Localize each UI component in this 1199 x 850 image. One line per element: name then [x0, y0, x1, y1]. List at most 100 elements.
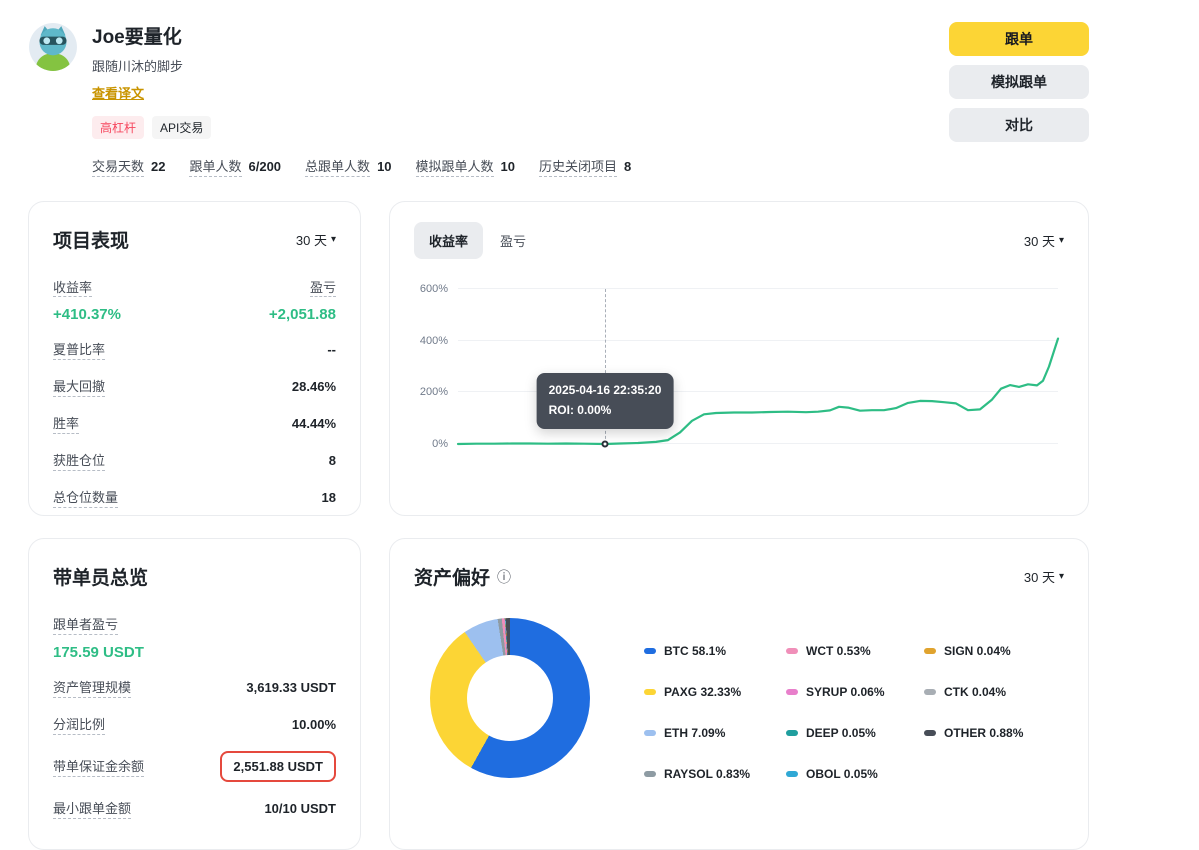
legend-label-ctk: CTK 0.04%	[944, 685, 1007, 699]
stat-value: 8	[624, 159, 632, 174]
performance-row: 胜率 44.44%	[53, 413, 336, 434]
follower-pnl-block: 跟单者盈亏 175.59 USDT	[53, 614, 336, 661]
header-stat: 总跟单人数 10	[305, 156, 392, 177]
profile-header: Joe要量化 跟随川沐的脚步 查看译文 高杠杆 API交易 交易天数 22 跟单人数 6…	[28, 22, 1089, 177]
legend-item-btc: BTC 58.1%	[644, 644, 786, 658]
legend-item-obol: OBOL 0.05%	[786, 767, 924, 781]
assets-card: 资产偏好 ⓘ 30 天 ▾ BTC 58.1% PAXG 32.33% ETH 7.…	[389, 538, 1089, 850]
assets-card-head: 资产偏好 ⓘ 30 天 ▾	[414, 563, 1064, 590]
performance-period-select[interactable]: 30 天 ▾	[296, 230, 336, 249]
performance-label: 获胜仓位	[53, 450, 106, 471]
mock-copy-button[interactable]: 模拟跟单	[949, 65, 1089, 99]
roi-block: 收益率 +410.37%	[53, 277, 121, 323]
performance-value: 28.46%	[291, 379, 336, 394]
overview-label: 带单保证金余额	[53, 756, 145, 777]
info-icon: ⓘ	[497, 568, 512, 585]
legend-label-paxg: PAXG 32.33%	[664, 685, 742, 699]
header-stat: 交易天数 22	[92, 156, 165, 177]
legend-label-obol: OBOL 0.05%	[806, 767, 878, 781]
tooltip-roi: ROI: 0.00%	[548, 403, 612, 418]
stat-value: 6/200	[248, 159, 282, 174]
performance-card-head: 项目表现 30 天 ▾	[53, 226, 336, 253]
roi-pnl-block: 收益率 +410.37% 盈亏 +2,051.88	[53, 277, 336, 323]
overview-label: 最小跟单金额	[53, 798, 132, 819]
legend-item-wct: WCT 0.53%	[786, 644, 924, 658]
performance-rows: 夏普比率 -- 最大回撤 28.46% 胜率 44.44% 获胜仓位 8 总仓位数量 18	[53, 339, 336, 508]
overview-label: 分润比例	[53, 714, 106, 735]
overview-card-head: 带单员总览	[53, 563, 336, 590]
overview-title: 带单员总览	[53, 568, 149, 589]
overview-label: 资产管理规模	[53, 677, 132, 698]
overview-value: 10/10 USDT	[264, 801, 336, 816]
stat-label: 交易天数	[92, 156, 145, 177]
assets-content: BTC 58.1% PAXG 32.33% ETH 7.09% RAYSOL 0.83…	[414, 618, 1064, 781]
assets-period-select[interactable]: 30 天 ▾	[1024, 567, 1064, 586]
performance-label: 最大回撤	[53, 376, 106, 397]
performance-label: 夏普比率	[53, 339, 106, 360]
performance-label: 胜率	[53, 413, 80, 434]
follower-pnl-value: 175.59 USDT	[53, 644, 144, 661]
performance-row: 夏普比率 --	[53, 339, 336, 360]
copy-trade-button[interactable]: 跟单	[949, 22, 1089, 56]
legend-label-deep: DEEP 0.05%	[806, 726, 876, 740]
legend-item-syrup: SYRUP 0.06%	[786, 685, 924, 699]
performance-title: 项目表现	[53, 231, 130, 252]
legend-swatch-eth	[644, 730, 656, 736]
asset-legend: BTC 58.1% PAXG 32.33% ETH 7.09% RAYSOL 0.83…	[644, 618, 1023, 781]
roi-label: 收益率	[53, 280, 93, 297]
stat-value: 10	[377, 159, 392, 174]
stat-label: 跟单人数	[189, 156, 242, 177]
chart-gridline	[458, 391, 1058, 393]
overview-row: 最小跟单金额 10/10 USDT	[53, 798, 336, 819]
tab-pnl[interactable]: 盈亏	[485, 222, 541, 259]
legend-swatch-raysol	[644, 771, 656, 777]
follower-pnl-label: 跟单者盈亏	[53, 614, 119, 635]
legend-item-sign: SIGN 0.04%	[924, 644, 1023, 658]
compare-button[interactable]: 对比	[949, 108, 1089, 142]
pnl-label: 盈亏	[309, 280, 336, 297]
header-stats: 交易天数 22 跟单人数 6/200 总跟单人数 10 模拟跟单人数 10 历史关闭项目 8	[92, 156, 631, 177]
tooltip-marker-dot	[601, 440, 609, 448]
legend-label-wct: WCT 0.53%	[806, 644, 871, 658]
asset-donut-chart[interactable]	[430, 618, 590, 778]
trader-subtitle: 跟随川沐的脚步	[92, 59, 184, 74]
chart-period-select[interactable]: 30 天 ▾	[1024, 231, 1064, 250]
legend-item-ctk: CTK 0.04%	[924, 685, 1023, 699]
chart-y-axis: 0% 200% 400% 600%	[414, 283, 458, 450]
legend-swatch-deep	[786, 730, 798, 736]
header-stat: 模拟跟单人数 10	[415, 156, 516, 177]
stat-label: 总跟单人数	[305, 156, 371, 177]
overview-row: 分润比例 10.00%	[53, 714, 336, 735]
overview-value-highlighted: 2,551.88 USDT	[220, 751, 336, 782]
roi-value: +410.37%	[53, 306, 121, 323]
trader-name: Joe要量化	[92, 27, 182, 48]
legend-item-other: OTHER 0.88%	[924, 726, 1023, 740]
asset-legend-col-1: BTC 58.1% PAXG 32.33% ETH 7.09% RAYSOL 0.83…	[644, 644, 786, 781]
tab-roi[interactable]: 收益率	[414, 222, 484, 259]
performance-row: 最大回撤 28.46%	[53, 376, 336, 397]
chart-gridline	[458, 288, 1058, 289]
performance-label: 总仓位数量	[53, 487, 119, 508]
header-stat: 跟单人数 6/200	[189, 156, 281, 177]
overview-rows: 资产管理规模 3,619.33 USDT 分润比例 10.00% 带单保证金余额 2,55…	[53, 677, 336, 819]
asset-legend-col-2: WCT 0.53% SYRUP 0.06% DEEP 0.05% OBOL 0.05%	[786, 644, 924, 781]
overview-row: 带单保证金余额 2,551.88 USDT	[53, 751, 336, 782]
translate-link[interactable]: 查看译文	[92, 86, 145, 101]
legend-item-raysol: RAYSOL 0.83%	[644, 767, 786, 781]
legend-label-syrup: SYRUP 0.06%	[806, 685, 885, 699]
tag-高杠杆: 高杠杆	[92, 116, 145, 139]
roi-line-svg	[456, 337, 1060, 446]
performance-value: --	[327, 342, 336, 357]
legend-item-deep: DEEP 0.05%	[786, 726, 924, 740]
chart-tabs: 收益率 盈亏	[414, 222, 541, 259]
legend-item-paxg: PAXG 32.33%	[644, 685, 786, 699]
pnl-block: 盈亏 +2,051.88	[269, 277, 336, 323]
performance-value: 8	[328, 453, 336, 468]
stat-value: 10	[500, 159, 516, 174]
pnl-value: +2,051.88	[268, 306, 336, 323]
overview-value: 3,619.33 USDT	[246, 680, 336, 695]
overview-card: 带单员总览 跟单者盈亏 175.59 USDT 资产管理规模 3,619.33 U…	[28, 538, 361, 850]
roi-plot[interactable]: 2025-04-16 22:35:20 ROI: 0.00%	[456, 288, 1060, 448]
legend-swatch-syrup	[786, 689, 798, 695]
